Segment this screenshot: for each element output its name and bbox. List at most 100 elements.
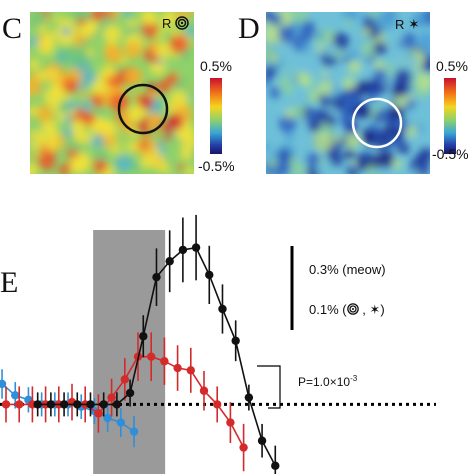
data-point-meow [125,388,135,398]
panel-c-scale-min: -0.5% [198,158,235,174]
concentric-circles-icon [175,16,189,30]
heatmap-texture-blob [269,12,283,26]
data-point-star [11,391,20,400]
heatmap-texture-blob [300,42,311,52]
heatmap-texture-blob [378,131,388,141]
heatmap-texture-blob [283,85,294,96]
data-point-star [116,418,126,427]
heatmap-texture-blob [345,133,361,149]
heatmap-texture-blob [318,79,334,96]
heatmap-texture-blob [376,150,395,169]
heatmap-texture-blob [299,74,313,88]
heatmap-texture-blob [403,53,419,68]
heatmap-texture-blob [302,20,314,32]
data-point-meow [33,400,42,409]
heatmap-texture-blob [346,165,359,174]
heatmap-texture-blob [122,12,132,18]
heatmap-texture-blob [414,132,429,148]
scale-label-stimuli: 0.1% ( , ✶) [309,302,385,318]
heatmap-texture-blob [269,86,281,99]
p-value-base: P=1.0×10 [298,375,351,389]
heatmap-texture-blob [140,140,149,149]
heatmap-texture-blob [35,71,46,82]
heatmap-texture-blob [285,132,294,141]
heatmap-texture-blob [169,34,189,54]
heatmap-texture-blob [101,64,116,79]
data-point-meow [73,400,82,409]
data-point-concentric [15,400,24,409]
heatmap-texture-blob [51,105,60,113]
heatmap-texture-blob [177,163,185,171]
heatmap-texture-blob [43,33,52,42]
heatmap-texture-blob [81,100,92,112]
data-point-concentric [213,400,222,409]
heatmap-texture-blob [366,78,384,96]
heatmap-texture-blob [316,31,326,40]
heatmap-texture-blob [360,151,370,161]
heatmap-texture-blob [102,24,122,43]
heatmap-texture-blob [425,93,430,102]
heatmap-texture-blob [35,105,54,123]
heatmap-texture-blob [405,125,418,138]
panel-c-colorbar [210,78,222,154]
panel-d-letter: D [238,12,260,45]
heatmap-texture-blob [166,114,183,131]
heatmap-texture-blob [416,153,427,164]
panel-d-scale-min: -0.5% [432,146,469,162]
scale-label-meow: 0.3% (meow) [309,262,386,277]
heatmap-texture-blob [74,51,90,67]
heatmap-texture-blob [346,47,353,55]
heatmap-texture-blob [278,115,297,133]
heatmap-texture-blob [30,12,47,28]
roi-circle [117,83,169,135]
data-point-concentric [147,352,156,361]
heatmap-texture-blob [308,78,315,85]
heatmap-texture-blob [175,138,183,146]
heatmap-texture-blob [326,36,333,43]
heatmap-texture-blob [124,42,142,59]
data-point-meow [99,400,108,409]
heatmap-texture-blob [313,132,333,152]
heatmap-texture-blob [311,91,319,100]
data-point-star [0,379,7,389]
data-point-meow [271,461,280,470]
heatmap-texture-blob [394,95,408,108]
heatmap-texture-blob [180,148,193,161]
heatmap-texture-blob [130,161,142,172]
data-point-meow [218,304,227,314]
heatmap-texture-blob [43,65,61,83]
data-point-meow [152,272,161,282]
data-point-meow [46,400,56,409]
heatmap-texture-blob [30,152,37,159]
heatmap-texture-blob [63,126,74,137]
heatmap-texture-blob [30,77,43,96]
heatmap-texture-blob [394,68,412,86]
heatmap-texture-blob [307,118,322,133]
heatmap-texture-blob [94,108,104,118]
heatmap-texture-blob [348,60,362,74]
panel-c-scale-max: 0.5% [200,58,232,74]
data-point-meow [165,257,174,266]
heatmap-texture-blob [44,136,60,152]
heatmap-texture-blob [267,157,279,169]
heatmap-texture-blob [389,13,406,29]
data-point-meow [191,243,201,252]
heatmap-texture-blob [284,108,294,119]
star-icon: ✶ [369,302,381,317]
panel-c-tag-text: R [162,16,172,31]
data-point-meow [59,400,69,409]
heatmap-texture-blob [159,17,172,29]
heatmap-texture-blob [270,54,279,63]
data-point-concentric [120,375,129,384]
panel-c-letter: C [2,12,23,45]
heatmap-texture-blob [397,141,410,155]
heatmap-texture-blob [58,165,70,174]
heatmap-texture-blob [47,128,59,140]
heatmap-texture-blob [416,72,430,91]
heatmap-texture-blob [150,63,161,74]
heatmap-texture-blob [361,129,377,145]
heatmap-texture-blob [294,131,309,145]
panel-c-tag: R [162,16,189,31]
heatmap-texture-blob [342,76,356,90]
significance-bracket [257,365,281,409]
